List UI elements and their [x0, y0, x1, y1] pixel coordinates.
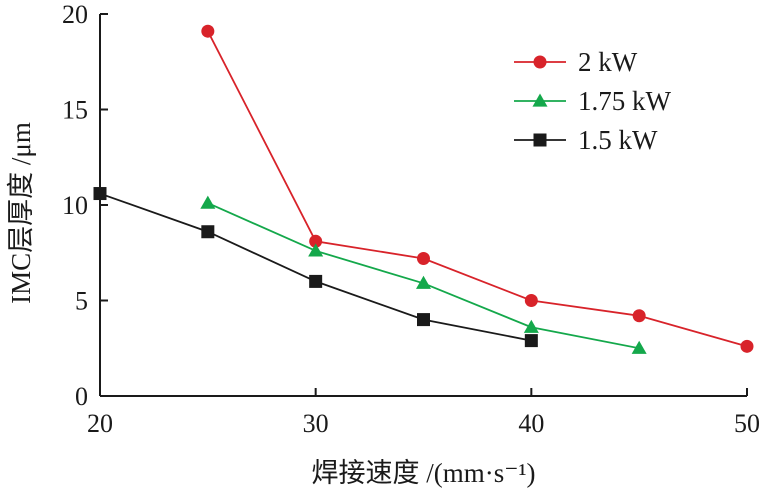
x-axis-title: 焊接速度 /(mm·s⁻¹) [311, 458, 535, 488]
legend-label-1-75-kw: 1.75 kW [578, 86, 672, 116]
y-tick-label: 10 [62, 191, 88, 220]
series-line-1-75-kw [207, 202, 640, 350]
data-point-1-5-kw [417, 313, 430, 327]
data-point-1-5-kw [201, 225, 215, 239]
y-tick-label: 20 [62, 0, 88, 29]
data-point-2-kw [740, 339, 754, 353]
data-point-1-5-kw [524, 334, 538, 348]
y-tick-label: 15 [62, 96, 88, 125]
legend-marker-2-kw [533, 55, 547, 69]
legend: 2 kW 1.75 kW 1.5 kW [514, 47, 672, 155]
y-axis-title: IMC层厚度 /μm [6, 122, 36, 304]
y-tick-label: 0 [75, 382, 88, 411]
series-1-75-kw [200, 195, 647, 354]
series-2-kw [201, 24, 754, 353]
data-point-2-kw [524, 294, 538, 307]
legend-label-2-kw: 2 kW [578, 47, 638, 77]
series-layer [93, 24, 754, 354]
legend-item-1-75-kw: 1.75 kW [514, 86, 672, 116]
series-line-1-5-kw [99, 192, 532, 342]
x-tick-label: 20 [87, 409, 113, 438]
data-point-2-kw [309, 234, 323, 248]
x-tick-label: 50 [734, 409, 760, 438]
y-tick-label: 5 [75, 287, 88, 316]
data-point-2-kw [201, 24, 215, 38]
data-point-1-5-kw [93, 187, 107, 201]
data-point-2-kw [632, 309, 646, 323]
x-tick-label: 30 [303, 409, 329, 438]
data-point-1-75-kw [416, 275, 431, 289]
legend-marker-1-5-kw [533, 133, 547, 147]
legend-item-2-kw: 2 kW [514, 47, 638, 77]
data-point-1-75-kw [631, 340, 647, 354]
legend-label-1-5-kw: 1.5 kW [578, 125, 658, 155]
legend-item-1-5-kw: 1.5 kW [514, 125, 658, 155]
data-point-1-75-kw [308, 243, 324, 257]
series-line-2-kw [207, 30, 748, 348]
y-ticks: 0 5 10 15 20 [62, 0, 108, 411]
data-point-1-75-kw [200, 195, 216, 209]
x-tick-label: 40 [518, 409, 544, 438]
data-point-2-kw [417, 251, 430, 265]
data-point-1-75-kw [523, 319, 539, 333]
x-ticks: 20 30 40 50 [87, 388, 760, 438]
series-1-5-kw [93, 187, 538, 348]
legend-marker-1-75-kw [532, 93, 548, 107]
axes: 20 30 40 50 0 5 10 15 20 [62, 0, 760, 438]
data-point-1-5-kw [309, 274, 323, 288]
